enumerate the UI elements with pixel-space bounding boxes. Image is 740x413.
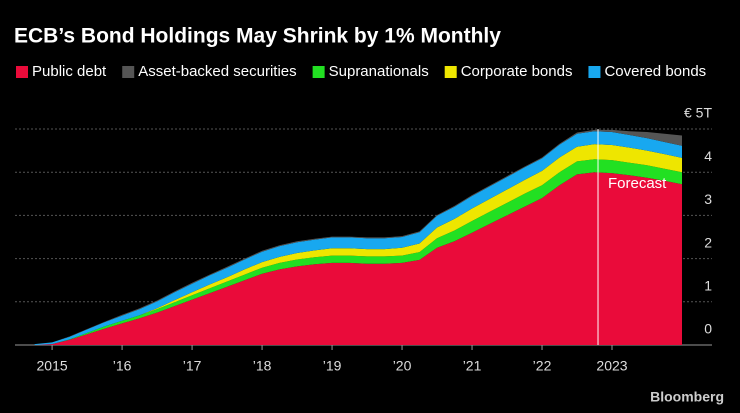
x-tick-label: 2023 bbox=[596, 358, 627, 374]
area bbox=[34, 131, 683, 345]
x-tick-label: ’18 bbox=[253, 358, 272, 374]
legend-swatch bbox=[312, 66, 325, 78]
x-tick-label: ’19 bbox=[323, 358, 342, 374]
y-tick-label: 3 bbox=[704, 191, 712, 207]
areas bbox=[34, 129, 683, 345]
x-tick-label: ’20 bbox=[393, 358, 412, 374]
legend-swatch bbox=[122, 66, 135, 78]
area bbox=[34, 159, 683, 345]
annotation: Forecast bbox=[608, 175, 667, 192]
legend-label: Asset-backed securities bbox=[138, 63, 296, 80]
legend-swatch bbox=[16, 66, 28, 78]
legend-label: Public debt bbox=[32, 63, 107, 80]
legend-label: Corporate bonds bbox=[461, 63, 573, 80]
area bbox=[34, 172, 683, 345]
legend-label: Supranationals bbox=[329, 63, 429, 80]
y-tick-label: € 5T bbox=[684, 105, 712, 121]
x-tick-label: ’21 bbox=[463, 358, 482, 374]
chart-title: ECB’s Bond Holdings May Shrink by 1% Mon… bbox=[14, 25, 501, 48]
x-tick-label: 2015 bbox=[37, 358, 68, 374]
y-tick-label: 4 bbox=[704, 148, 712, 164]
legend-label: Covered bonds bbox=[604, 63, 706, 80]
legend-swatch bbox=[588, 66, 601, 78]
y-tick-label: 1 bbox=[704, 278, 712, 294]
area bbox=[34, 144, 683, 345]
legend-swatch bbox=[444, 66, 457, 78]
x-tick-label: ’22 bbox=[533, 358, 552, 374]
x-tick-label: ’17 bbox=[183, 358, 202, 374]
y-tick-label: 2 bbox=[704, 234, 712, 250]
y-tick-label: 0 bbox=[704, 321, 712, 337]
x-tick-label: ’16 bbox=[113, 358, 132, 374]
source: Bloomberg bbox=[650, 389, 724, 405]
